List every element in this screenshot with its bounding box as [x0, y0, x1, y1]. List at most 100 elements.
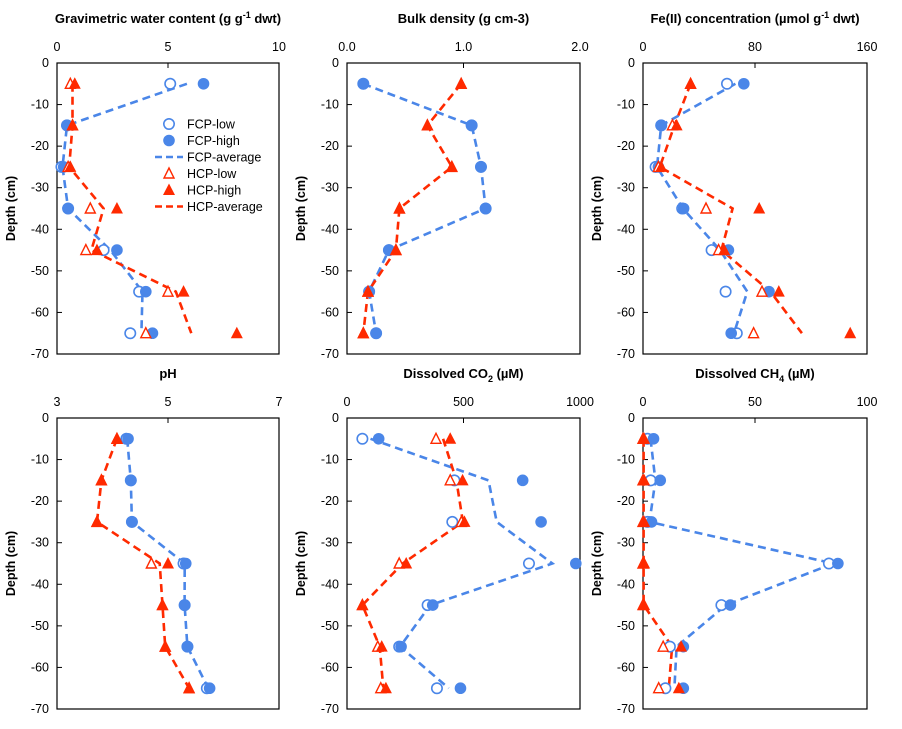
y-tick-label: -70 — [321, 702, 339, 716]
x-tick-label: 3 — [54, 395, 61, 409]
y-tick-label: -10 — [321, 98, 339, 112]
panel-title: Dissolved CH4 (µM) — [695, 366, 814, 384]
hcp-high-point — [95, 473, 108, 486]
y-tick-label: -50 — [321, 619, 339, 633]
fcp-high-point — [125, 474, 137, 487]
panel-3: Fe(II) concentration (µmol g-1 dwt)0 80 16… — [590, 10, 877, 361]
hcp-high-point — [375, 640, 388, 652]
y-tick-label: -30 — [321, 181, 339, 195]
fcp-high-point — [647, 432, 660, 445]
hcp-high-point — [421, 118, 434, 131]
hcp-low-point — [444, 473, 457, 486]
y-tick-label: -20 — [321, 139, 339, 153]
fcp-high-point — [454, 682, 467, 695]
x-tick-label: 50 — [748, 395, 762, 409]
title-text-end: (µM) — [493, 366, 524, 381]
hcp-high-point — [156, 598, 169, 611]
hcp-high-point — [162, 557, 174, 569]
y-tick-label: -10 — [617, 98, 635, 112]
y-axis-label: Depth (cm) — [4, 176, 18, 241]
y-tick-label: -30 — [617, 536, 635, 550]
y-tick-label: -70 — [617, 702, 635, 716]
x-tick-label: 0.0 — [338, 40, 355, 54]
x-tick-label: 1.0 — [455, 40, 472, 54]
fcp-high-point — [179, 557, 192, 570]
hcp-high-point — [718, 243, 731, 256]
hcp-high-point — [90, 515, 103, 527]
hcp-high-point — [68, 77, 81, 89]
panel-title: pH — [159, 366, 176, 381]
hcp-low-point — [84, 201, 97, 214]
panel-title: Bulk density (g cm-3) — [398, 11, 529, 26]
y-tick-label: -20 — [617, 494, 635, 508]
hcp-high-point — [655, 160, 668, 172]
hcp-low-point — [747, 326, 760, 339]
legend-label: FCP-average — [187, 151, 261, 165]
hcp-high-point — [675, 640, 688, 652]
fcp-high-point — [475, 161, 487, 173]
x-tick-label: 0 — [344, 395, 351, 409]
hcp-high-point — [379, 681, 392, 694]
title-text: Dissolved CO — [403, 366, 488, 381]
y-tick-label: -10 — [31, 98, 49, 112]
legend-label: HCP-low — [187, 167, 237, 181]
panel-4: pH 3 5 7 0 -10 -20 -30 -40 -50 -60 -70 Depth (cm) — [4, 366, 283, 716]
fcp-high-point — [738, 77, 750, 90]
hcp-low-point — [139, 326, 152, 339]
y-tick-label: -70 — [321, 347, 339, 361]
hcp-high-point — [400, 557, 413, 569]
y-tick-label: -60 — [617, 305, 635, 319]
hcp-low-point — [699, 201, 713, 214]
hcp-high-point — [356, 598, 369, 611]
y-tick-label: -40 — [321, 222, 339, 236]
y-tick-label: 0 — [332, 56, 339, 70]
title-subscript: 4 — [779, 374, 784, 384]
hcp-low-point — [161, 284, 175, 297]
title-superscript: -1 — [243, 10, 251, 20]
fcp-high-point — [197, 77, 210, 90]
y-tick-label: -40 — [31, 222, 49, 236]
y-tick-label: -30 — [31, 536, 49, 550]
hcp-high-point — [230, 326, 243, 339]
fcp-high-point — [570, 557, 582, 570]
fcp-low-point — [522, 557, 535, 570]
fcp-average-line — [362, 82, 487, 334]
y-tick-label: -40 — [617, 577, 635, 591]
hcp-high-point — [64, 160, 77, 172]
panel-5: Dissolved CO2 (µM) 0 500 1000 0 -10 -20 -30 -40 -… — [294, 366, 594, 716]
hcp-low-point — [652, 681, 665, 694]
x-tick-label: 80 — [748, 40, 762, 54]
fcp-high-point — [370, 327, 382, 340]
y-tick-label: -20 — [31, 139, 49, 153]
y-tick-label: -30 — [31, 181, 49, 195]
fcp-high-point — [677, 202, 690, 215]
x-tick-label: 0 — [54, 40, 61, 54]
title-text-end: (µM) — [784, 366, 815, 381]
y-tick-label: -70 — [31, 702, 49, 716]
y-axis-label: Depth (cm) — [590, 531, 604, 596]
hcp-high-point — [361, 285, 374, 297]
hcp-high-point — [684, 77, 697, 89]
x-tick-label: 5 — [165, 395, 172, 409]
fcp-high-point — [372, 432, 385, 445]
title-text: Fe(II) concentration (µmol g — [650, 11, 821, 26]
fcp-high-point — [111, 244, 123, 256]
fcp-high-point — [516, 474, 529, 487]
y-tick-label: -70 — [617, 347, 635, 361]
legend: FCP-low FCP-high FCP-average HCP-low HCP-hig… — [155, 118, 263, 214]
hcp-low-point — [145, 556, 158, 569]
hcp-high-point — [638, 432, 651, 444]
fcp-low-point — [124, 327, 137, 340]
title-text-end: dwt) — [251, 11, 281, 26]
hcp-average-line — [95, 438, 191, 689]
hcp-high-point — [177, 285, 190, 297]
fcp-high-point — [832, 557, 844, 570]
y-tick-label: 0 — [42, 56, 49, 70]
y-tick-label: -10 — [617, 453, 635, 467]
hcp-average-line — [362, 82, 463, 334]
y-tick-label: -30 — [617, 181, 635, 195]
hcp-high-point — [638, 598, 651, 611]
x-tick-label: 10 — [272, 40, 286, 54]
y-tick-label: 0 — [42, 411, 49, 425]
